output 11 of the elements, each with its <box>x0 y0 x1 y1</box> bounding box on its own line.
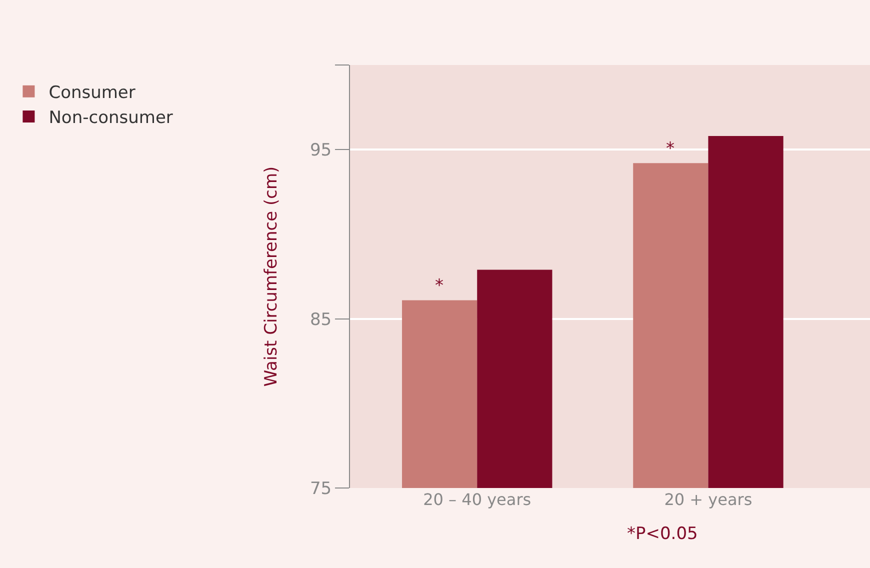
annotation: * <box>435 276 444 296</box>
y-tick-label: 95 <box>310 140 332 161</box>
x-tick-label: 20 + years <box>664 490 752 509</box>
y-tick-label: 85 <box>310 310 332 330</box>
legend-label: Non-consumer <box>48 108 173 128</box>
x-tick-label: 20 – 40 years <box>423 490 532 509</box>
y-axis-title: Waist Circumference (cm) <box>262 166 282 387</box>
text: *P<0.05 <box>627 524 698 544</box>
annotation: * <box>666 139 674 159</box>
y-tick-label: 75 <box>310 478 332 499</box>
legend-label: Consumer <box>48 83 136 104</box>
